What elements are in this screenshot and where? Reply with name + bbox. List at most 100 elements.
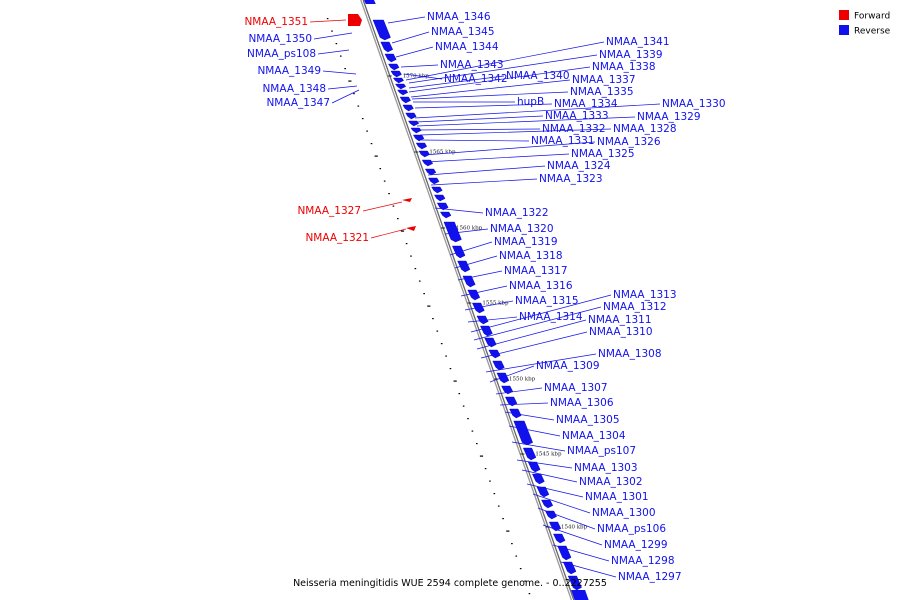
gene-label[interactable]: NMAA_1341 [606,36,670,48]
label-connector [419,128,612,136]
gene-label[interactable]: NMAA_1321 [305,232,369,244]
track-dot [418,280,421,282]
gene-label[interactable]: NMAA_1350 [248,33,312,45]
gene-label[interactable]: NMAA_1305 [556,414,620,426]
tick-label: 1555 kbp [482,301,509,307]
gene-label[interactable]: NMAA_1348 [262,83,326,95]
track-dot [453,380,457,382]
gene-label[interactable]: NMAA_1345 [431,26,495,38]
gene-label[interactable]: NMAA_1329 [637,111,701,123]
track-dot [366,130,368,132]
track-dot [445,355,447,357]
gene-label[interactable]: NMAA_1334 [554,98,618,110]
gene-label[interactable]: NMAA_1337 [572,74,636,86]
gene-label[interactable]: NMAA_1342 [444,73,508,85]
track-dot [397,218,399,220]
gene-label[interactable]: NMAA_1307 [544,382,608,394]
gene-label[interactable]: NMAA_1326 [597,136,661,148]
gene-block-reverse [372,19,391,41]
gene-label[interactable]: NMAA_1310 [589,326,653,338]
gene-label[interactable]: NMAA_1317 [504,265,568,277]
gene-label[interactable]: NMAA_1340 [506,70,570,82]
gene-label[interactable]: NMAA_1300 [592,507,656,519]
gene-label[interactable]: NMAA_1351 [244,16,308,28]
gene-label[interactable]: NMAA_1331 [531,135,595,147]
track-dot [353,93,355,95]
gene-label[interactable]: NMAA_1308 [598,348,662,360]
gene-block-reverse [467,289,481,301]
gene-label[interactable]: NMAA_1338 [592,61,656,73]
track-dot [506,530,510,532]
axis-right-line [362,0,575,600]
gene-label[interactable]: NMAA_1320 [490,223,554,235]
gene-label[interactable]: NMAA_1349 [257,65,321,77]
gene-label[interactable]: NMAA_1314 [519,311,583,323]
tick-label: 1545 kbp [535,452,562,458]
label-connector [499,402,549,406]
track-dot [475,443,478,445]
gene-block-reverse [496,372,510,384]
gene-label[interactable]: NMAA_1330 [662,98,726,110]
label-connector [532,493,591,514]
gene-label[interactable]: hupB [517,96,544,108]
gene-label[interactable]: NMAA_1316 [509,280,573,292]
label-connector [370,228,407,239]
gene-label[interactable]: NMAA_1328 [613,123,677,135]
label-connector [444,228,489,235]
gene-label[interactable]: NMAA_1322 [485,207,549,219]
gene-label[interactable]: NMAA_1299 [604,539,668,551]
gene-block-reverse [443,221,462,243]
gene-label[interactable]: NMAA_1315 [515,295,579,307]
label-connector [400,64,439,68]
gene-label[interactable]: NMAA_1347 [266,97,330,109]
legend-label: Forward [854,12,890,22]
label-connector [408,75,505,89]
gene-label[interactable]: NMAA_1324 [547,160,611,172]
track-dot [361,118,364,120]
track-dot [326,18,329,20]
gene-block-reverse [472,302,485,314]
gene-label[interactable]: NMAA_1303 [574,462,638,474]
gene-label[interactable]: NMAA_1304 [562,430,626,442]
gene-label[interactable]: NMAA_1306 [550,397,614,409]
label-connector [560,561,617,578]
gene-label[interactable]: NMAA_1327 [297,205,361,217]
gene-label[interactable]: NMAA_ps107 [567,445,636,457]
gene-label[interactable]: NMAA_1344 [435,41,499,53]
label-connector [405,41,605,81]
gene-label[interactable]: NMAA_1343 [440,59,504,71]
gene-block-reverse [557,545,572,561]
tick-label: 1565 kbp [429,150,456,156]
gene-label[interactable]: NMAA_1335 [570,86,634,98]
gene-label[interactable]: NMAA_1302 [579,476,643,488]
gene-block-reverse [536,486,550,498]
gene-label[interactable]: NMAA_1325 [571,148,635,160]
track-dot [414,268,417,270]
gene-label[interactable]: NMAA_1309 [536,360,600,372]
gene-label[interactable]: NMAA_1333 [545,110,609,122]
gene-label[interactable]: NMAA_1332 [542,123,606,135]
gene-label[interactable]: NMAA_1311 [588,314,652,326]
gene-label[interactable]: NMAA_1339 [599,49,663,61]
track-dot [524,580,526,582]
gene-label[interactable]: NMAA_1297 [618,571,682,583]
gene-label[interactable]: NMAA_ps108 [247,48,316,60]
gene-label[interactable]: NMAA_1319 [494,236,558,248]
gene-label[interactable]: NMAA_1318 [499,250,563,262]
gene-label[interactable]: NMAA_1312 [603,301,667,313]
axis-left-line [360,0,573,600]
gene-label[interactable]: NMAA_1346 [427,11,491,23]
legend-label: Reverse [854,27,891,37]
label-connector [387,16,426,24]
label-connector [408,54,598,84]
gene-label[interactable]: NMAA_1298 [611,555,675,567]
tick-label: 1570 kbp [403,74,430,80]
gene-block-reverse [424,168,437,176]
track-dot [357,105,360,107]
gene-label[interactable]: NMAA_1301 [585,491,649,503]
gene-label[interactable]: NMAA_1323 [539,173,603,185]
gene-label[interactable]: NMAA_1313 [613,289,677,301]
track-dot [427,305,431,307]
gene-label[interactable]: NMAA_ps106 [597,523,666,535]
